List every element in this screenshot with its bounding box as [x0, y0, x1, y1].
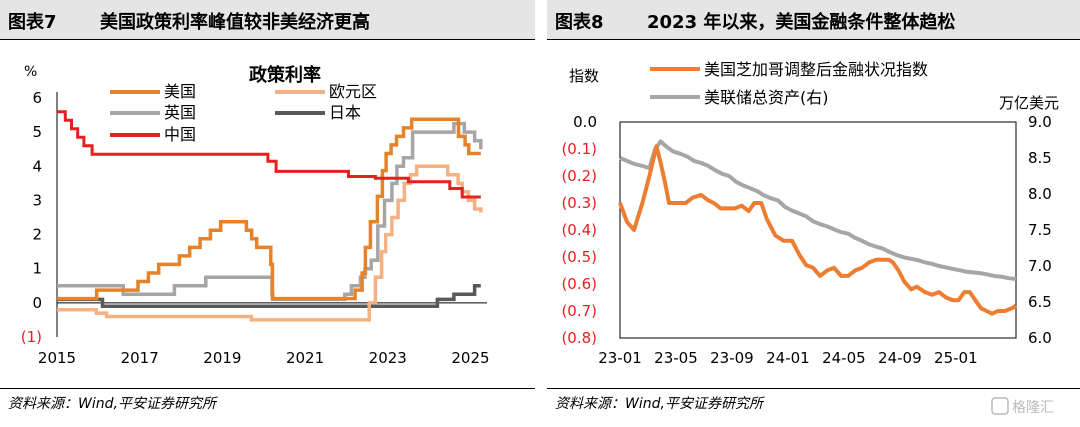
figure-8-title: 2023 年以来，美国金融条件整体趋松 — [647, 12, 956, 33]
plot-frame — [619, 121, 1017, 339]
y2-tick-label: 8.0 — [1028, 185, 1052, 203]
x-tick-label: 2023 — [369, 349, 407, 367]
figure-8-source: 资料来源：Wind,平安证券研究所 — [555, 396, 763, 412]
y2-tick-label: 8.5 — [1028, 149, 1052, 167]
chart-title: 政策利率 — [249, 64, 321, 86]
y2-tick-label: 7.5 — [1028, 221, 1052, 239]
legend-label-欧元区: 欧元区 — [329, 82, 377, 101]
y2-axis-label: 万亿美元 — [999, 94, 1059, 112]
y-axis-unit: % — [24, 64, 37, 80]
y-tick-label: 4 — [32, 157, 42, 175]
figure-7-source: 资料来源：Wind,平安证券研究所 — [8, 396, 216, 412]
x-tick-label: 23-05 — [654, 349, 698, 367]
legend-label-英国: 英国 — [164, 103, 196, 122]
figure-8-panel: 图表8 2023 年以来，美国金融条件整体趋松 0.0 (0.1) (0.2) (0.… — [547, 0, 1080, 427]
x-tick-label: 23-09 — [710, 349, 754, 367]
y-tick-label: (0.3) — [561, 194, 597, 212]
y2-tick-label: 9.0 — [1028, 113, 1052, 131]
series-line-欧元区 — [57, 164, 483, 322]
x-tick-label: 23-01 — [598, 349, 642, 367]
y2-tick-label: 6.5 — [1028, 293, 1052, 311]
policy-rate-chart: % 政策利率 (1) 0 1 2 3 4 5 6 2015 2017 2019 2021 2023 2025 美… — [21, 64, 490, 367]
figure-8-header: 图表8 2023 年以来，美国金融条件整体趋松 — [547, 0, 1080, 40]
y-tick-label: (1) — [21, 328, 42, 346]
legend-label-fed-assets: 美联储总资产(右) — [704, 88, 829, 107]
x-tick-label: 24-05 — [822, 349, 866, 367]
y-tick-label: (0.8) — [561, 329, 597, 347]
y-tick-label: (0.6) — [561, 275, 597, 293]
series-line-fed-assets — [619, 139, 1017, 281]
figure-7-panel: 图表7 美国政策利率峰值较非美经济更高 % 政策利率 (1) 0 1 2 3 4 5 6 2015 2… — [0, 0, 535, 427]
y-tick-label: (0.7) — [561, 302, 597, 320]
y2-tick-label: 6.0 — [1028, 329, 1052, 347]
legend-label-美国: 美国 — [164, 82, 196, 101]
y2-tick-label: 7.0 — [1028, 257, 1052, 275]
y-tick-label: 1 — [32, 260, 42, 278]
figure-7-number: 图表7 — [8, 12, 57, 33]
figure-8-number: 图表8 — [555, 12, 604, 33]
y-tick-label: 6 — [32, 89, 42, 107]
legend-label-中国: 中国 — [164, 125, 196, 144]
y-tick-label: 0.0 — [573, 113, 597, 131]
y-tick-label: (0.4) — [561, 221, 597, 239]
x-tick-label: 25-01 — [934, 349, 978, 367]
financial-conditions-chart: 0.0 (0.1) (0.2) (0.3) (0.4) (0.5) (0.6) (0.7) (0… — [561, 60, 1059, 367]
figure-7-title: 美国政策利率峰值较非美经济更高 — [100, 12, 370, 33]
x-tick-label: 24-09 — [878, 349, 922, 367]
y-tick-label: (0.1) — [561, 140, 597, 158]
watermark-text: 格隆汇 — [1012, 400, 1054, 416]
x-tick-label: 24-01 — [766, 349, 810, 367]
x-tick-label: 2017 — [121, 349, 159, 367]
series-line-英国 — [57, 121, 483, 302]
y-tick-label: (0.2) — [561, 167, 597, 185]
y-tick-label: (0.5) — [561, 248, 597, 266]
y-tick-label: 3 — [32, 191, 42, 209]
series-line-中国 — [57, 110, 481, 199]
series-line-anfci — [618, 144, 1018, 316]
y-tick-label: 2 — [32, 226, 42, 244]
x-tick-label: 2021 — [286, 349, 324, 367]
y-axis-label: 指数 — [569, 67, 599, 85]
watermark-icon — [991, 397, 1009, 415]
x-tick-label: 2019 — [203, 349, 241, 367]
figure-8-source-divider — [547, 388, 1080, 389]
x-tick-label: 2015 — [38, 349, 76, 367]
y-tick-label: 0 — [32, 294, 42, 312]
figure-7-header: 图表7 美国政策利率峰值较非美经济更高 — [0, 0, 535, 40]
legend-label-anfci: 美国芝加哥调整后金融状况指数 — [704, 60, 928, 79]
legend-label-日本: 日本 — [329, 103, 361, 122]
y-tick-label: 5 — [32, 123, 42, 141]
figure-7-source-divider — [0, 388, 535, 389]
series-line-日本 — [57, 284, 481, 309]
series-line-美国 — [57, 117, 481, 301]
x-tick-label: 2025 — [451, 349, 489, 367]
